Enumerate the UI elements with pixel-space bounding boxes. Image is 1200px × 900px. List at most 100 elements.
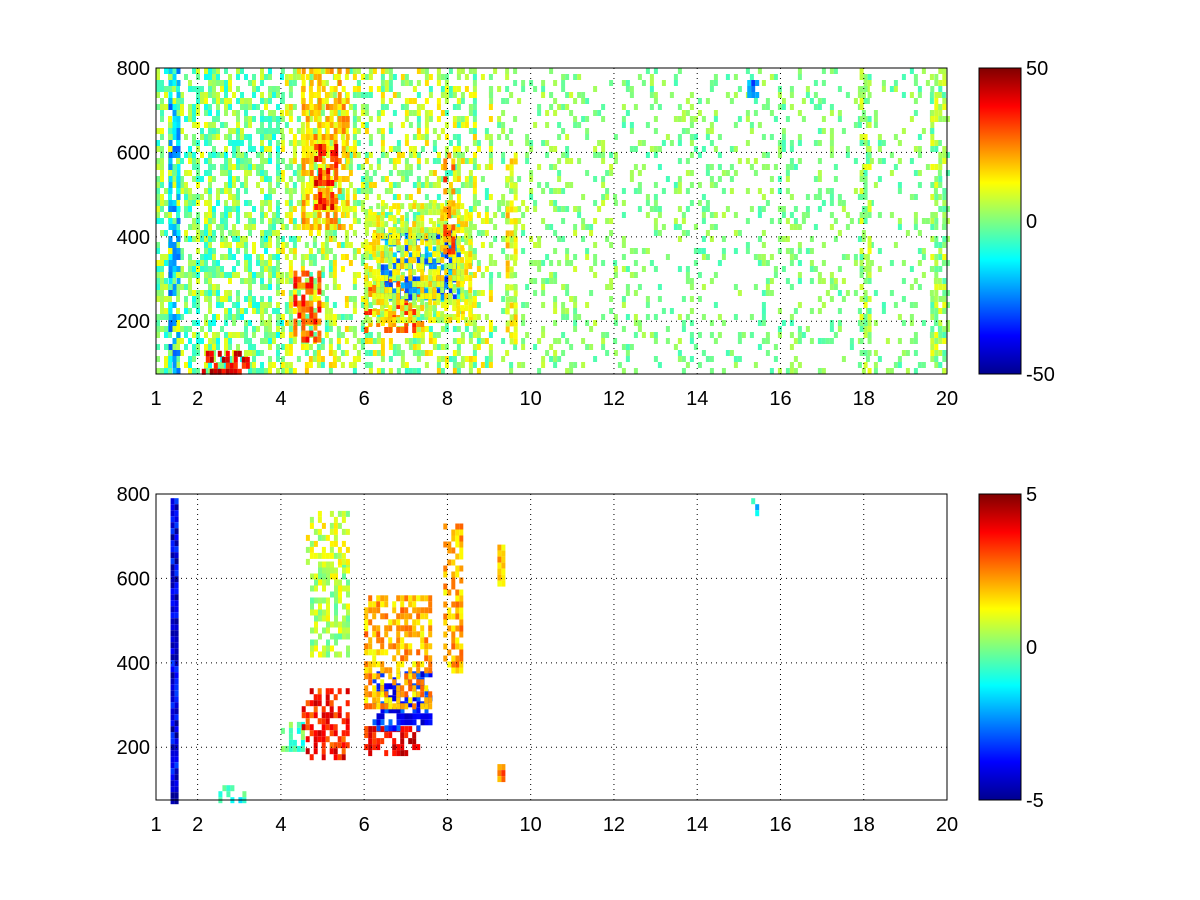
heatmap-cell	[863, 134, 868, 140]
heatmap-cell	[216, 266, 220, 272]
heatmap-cell	[232, 320, 236, 326]
heatmap-cell	[424, 350, 429, 356]
heatmap-cell	[781, 104, 786, 110]
heatmap-cell	[200, 230, 204, 236]
heatmap-cell	[513, 230, 518, 236]
heatmap-cell	[276, 326, 280, 332]
heatmap-cell	[268, 158, 272, 164]
heatmap-cell	[332, 272, 337, 278]
heatmap-cell	[326, 180, 331, 186]
heatmap-cell	[817, 98, 822, 104]
heatmap-cell	[276, 320, 280, 326]
heatmap-cell	[336, 110, 341, 116]
heatmap-cell	[305, 306, 310, 313]
heatmap-cell	[412, 281, 417, 288]
heatmap-cell	[529, 278, 534, 284]
heatmap-cell	[396, 170, 401, 176]
heatmap-cell	[440, 356, 445, 362]
heatmap-cell	[412, 327, 417, 333]
heatmap-cell	[236, 110, 240, 116]
heatmap-cell	[192, 176, 196, 182]
heatmap-cell	[412, 98, 417, 104]
heatmap-cell	[769, 134, 774, 140]
heatmap-cell	[917, 230, 922, 236]
heatmap-cell	[252, 302, 256, 308]
heatmap-cell	[256, 128, 260, 134]
heatmap-cell	[176, 122, 181, 128]
heatmap-cell	[581, 224, 586, 230]
heatmap-cell	[921, 254, 926, 260]
heatmap-cell	[901, 278, 906, 284]
heatmap-cell	[364, 251, 369, 258]
heatmap-cell	[364, 74, 369, 80]
heatmap-cell	[392, 146, 397, 152]
heatmap-cell	[326, 561, 330, 568]
heatmap-cell	[168, 272, 173, 278]
heatmap-cell	[765, 164, 770, 170]
heatmap-cell	[356, 248, 361, 254]
heatmap-cell	[841, 254, 846, 260]
heatmap-cell	[300, 344, 305, 350]
heatmap-cell	[244, 326, 248, 332]
heatmap-cell	[513, 308, 518, 315]
heatmap-cell	[196, 368, 200, 374]
heatmap-cell	[934, 218, 939, 224]
heatmap-cell	[160, 170, 164, 176]
heatmap-cell	[472, 122, 477, 128]
heatmap-cell	[248, 254, 252, 260]
heatmap-cell	[280, 218, 284, 224]
heatmap-cell	[460, 293, 465, 300]
heatmap-cell	[176, 80, 181, 86]
heatmap-cell	[408, 233, 413, 240]
x-tick-label: 8	[442, 388, 453, 410]
heatmap-cell	[681, 320, 686, 326]
heatmap-cell	[733, 170, 738, 176]
heatmap-cell	[276, 206, 280, 212]
heatmap-cell	[244, 104, 248, 110]
heatmap-cell	[184, 152, 188, 158]
heatmap-cell	[337, 510, 342, 517]
heatmap-cell	[321, 194, 326, 200]
heatmap-cell	[404, 246, 409, 253]
heatmap-cell	[305, 330, 310, 337]
heatmap-cell	[930, 110, 935, 116]
heatmap-cell	[313, 324, 318, 331]
heatmap-cell	[909, 92, 914, 98]
heatmap-cell	[364, 92, 369, 98]
heatmap-cell	[276, 128, 280, 134]
heatmap-cell	[309, 182, 314, 188]
heatmap-cell	[388, 128, 393, 134]
heatmap-cell	[456, 368, 461, 374]
heatmap-cell	[601, 200, 606, 206]
heatmap-cell	[256, 308, 260, 314]
heatmap-cell	[505, 218, 510, 225]
heatmap-cell	[160, 104, 164, 110]
heatmap-cell	[336, 356, 341, 362]
heatmap-cell	[204, 230, 208, 236]
heatmap-cell	[288, 368, 293, 374]
heatmap-cell	[156, 368, 160, 374]
heatmap-cell	[341, 200, 346, 206]
heatmap-cell	[320, 110, 325, 116]
heatmap-cell	[396, 258, 401, 265]
heatmap-cell	[384, 282, 389, 289]
heatmap-cell	[321, 546, 326, 553]
heatmap-cell	[859, 254, 864, 260]
heatmap-cell	[156, 320, 160, 326]
heatmap-cell	[168, 68, 173, 74]
heatmap-cell	[312, 254, 317, 260]
heatmap-cell	[420, 305, 425, 312]
heatmap-cell	[344, 302, 349, 308]
heatmap-cell	[424, 128, 429, 134]
heatmap-cell	[637, 188, 642, 194]
heatmap-cell	[833, 236, 838, 242]
heatmap-cell	[276, 218, 280, 224]
heatmap-cell	[388, 239, 393, 246]
heatmap-cell	[867, 368, 872, 374]
heatmap-cell	[272, 110, 276, 116]
heatmap-cell	[318, 204, 323, 210]
heatmap-cell	[412, 251, 417, 258]
heatmap-cell	[344, 230, 349, 236]
heatmap-cell	[325, 146, 330, 152]
heatmap-cell	[388, 188, 393, 194]
